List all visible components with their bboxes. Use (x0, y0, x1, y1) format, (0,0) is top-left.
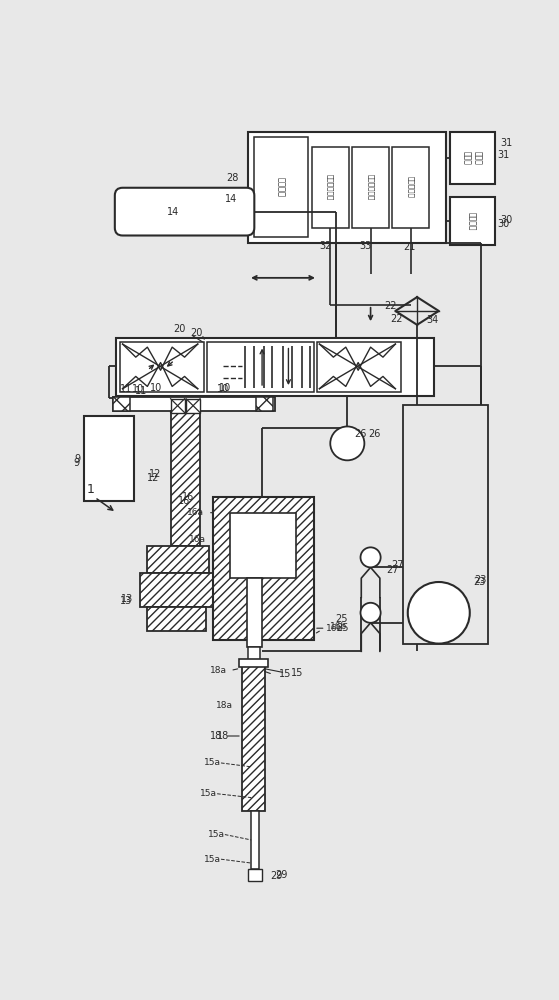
Bar (207, 342, 314, 392)
Bar (140, 573, 213, 607)
Text: 10: 10 (220, 383, 231, 393)
Text: 10: 10 (150, 383, 162, 393)
Bar (112, 397, 275, 411)
Text: 15a: 15a (204, 758, 221, 767)
Bar (84, 416, 134, 501)
Bar (247, 578, 262, 647)
Bar (256, 397, 273, 411)
Text: 18: 18 (210, 731, 222, 741)
Text: 显示单元: 显示单元 (467, 212, 477, 230)
Text: 9: 9 (74, 454, 80, 464)
Bar (120, 342, 204, 392)
Bar (248, 132, 446, 243)
Circle shape (361, 547, 381, 567)
Text: 34: 34 (427, 315, 439, 325)
Bar (352, 147, 389, 228)
Text: 13: 13 (121, 594, 134, 604)
FancyBboxPatch shape (115, 188, 254, 235)
Text: 控制单元: 控制单元 (276, 177, 285, 197)
Text: 30: 30 (500, 215, 512, 225)
Text: 29: 29 (270, 871, 282, 881)
Text: 25: 25 (335, 614, 347, 624)
Text: 键盘输
入单元: 键盘输 入单元 (462, 151, 482, 165)
Bar (317, 342, 401, 392)
Circle shape (361, 603, 381, 623)
Bar (116, 338, 434, 396)
Text: 15a: 15a (204, 855, 221, 864)
Text: 10: 10 (217, 384, 229, 394)
Text: 27: 27 (386, 565, 399, 575)
Text: 12: 12 (149, 469, 162, 479)
Text: 转矩检测单元: 转矩检测单元 (327, 174, 334, 200)
Text: 18a: 18a (210, 666, 227, 675)
Bar (186, 399, 200, 413)
Bar (251, 811, 259, 869)
Text: 16: 16 (178, 496, 190, 506)
Bar (254, 137, 308, 237)
Text: 14: 14 (167, 207, 179, 217)
Text: 16a: 16a (187, 508, 204, 517)
Text: 14: 14 (225, 194, 237, 204)
Text: 32: 32 (319, 241, 332, 251)
Bar (148, 546, 210, 573)
Text: 1: 1 (87, 483, 95, 496)
Text: 26: 26 (354, 429, 367, 439)
Bar (170, 411, 200, 546)
Bar (239, 659, 268, 667)
Text: 阈值存储部: 阈值存储部 (408, 176, 414, 198)
Text: 21: 21 (403, 242, 415, 252)
Bar (242, 661, 265, 811)
Text: 16b: 16b (326, 624, 343, 633)
Text: 30: 30 (498, 219, 510, 229)
Text: 18a: 18a (216, 701, 233, 710)
Text: 26: 26 (368, 429, 381, 439)
Text: 15: 15 (291, 668, 303, 678)
Bar (213, 497, 314, 640)
Text: 15a: 15a (200, 789, 217, 798)
Text: 15: 15 (279, 669, 291, 679)
Bar (148, 607, 206, 631)
Bar (403, 405, 489, 644)
Text: 11: 11 (135, 386, 147, 396)
Bar (312, 147, 349, 228)
Text: 15a: 15a (208, 830, 225, 839)
Circle shape (330, 426, 364, 460)
Text: 11: 11 (120, 384, 132, 394)
Text: 20: 20 (174, 324, 186, 334)
Text: 22: 22 (385, 301, 397, 311)
Text: 16b: 16b (329, 622, 347, 631)
Bar (248, 869, 262, 881)
Text: 9: 9 (73, 458, 79, 468)
Text: 16: 16 (182, 492, 194, 502)
Text: 31: 31 (500, 138, 512, 148)
Text: 23: 23 (475, 575, 487, 585)
Text: 28: 28 (226, 173, 239, 183)
Bar (449, 197, 495, 245)
Bar (230, 513, 296, 578)
Text: 29: 29 (275, 870, 288, 880)
Bar (170, 399, 184, 413)
Text: 25: 25 (337, 623, 349, 633)
Text: 27: 27 (391, 560, 404, 570)
Bar (449, 132, 495, 184)
Text: 18: 18 (216, 731, 229, 741)
Text: 20: 20 (190, 328, 202, 338)
Text: 31: 31 (498, 150, 510, 160)
Text: 10: 10 (132, 384, 144, 394)
Text: 23: 23 (473, 577, 485, 587)
Text: 33: 33 (360, 241, 372, 251)
Text: 异常检测单元: 异常检测单元 (367, 174, 374, 200)
Bar (248, 647, 260, 661)
Text: 16a: 16a (188, 535, 206, 544)
Text: 12: 12 (146, 473, 159, 483)
Text: 13: 13 (120, 596, 132, 606)
Text: 22: 22 (391, 314, 403, 324)
Circle shape (408, 582, 470, 644)
Bar (112, 397, 130, 411)
Bar (392, 147, 429, 228)
